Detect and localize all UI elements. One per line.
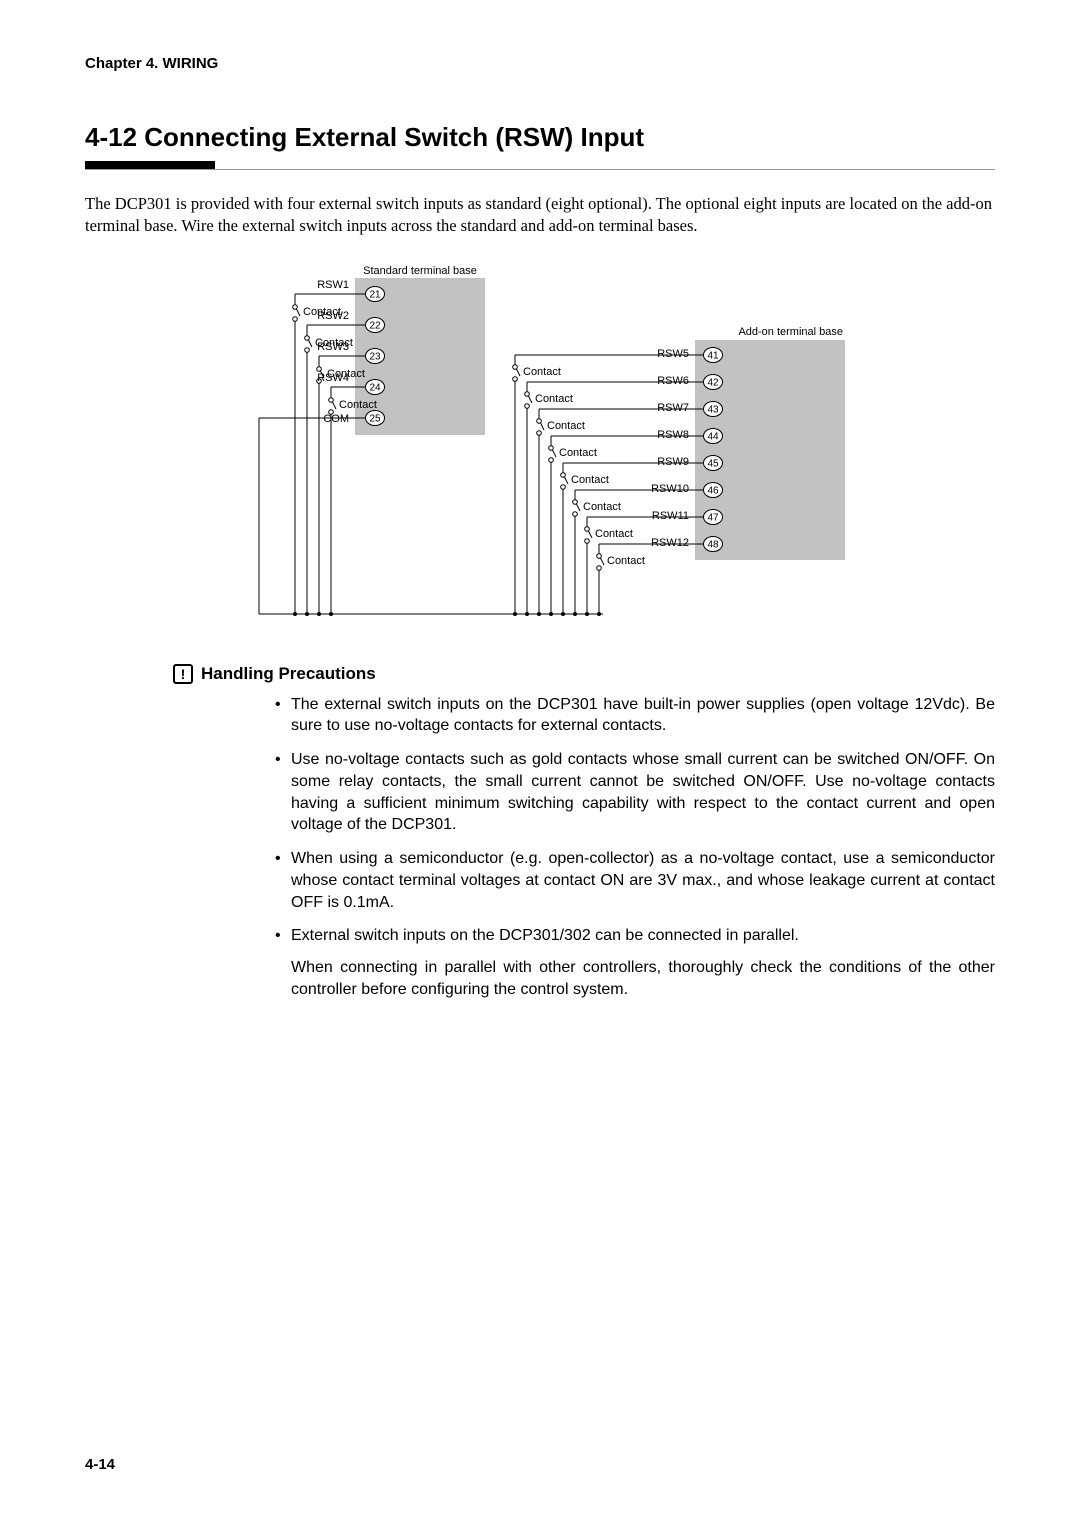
- svg-text:RSW9: RSW9: [657, 456, 689, 468]
- svg-text:Contact: Contact: [327, 368, 365, 380]
- precautions-heading: ! Handling Precautions: [173, 664, 995, 684]
- svg-text:RSW11: RSW11: [652, 510, 689, 522]
- svg-text:42: 42: [707, 377, 719, 388]
- svg-text:RSW12: RSW12: [651, 537, 689, 549]
- chapter-header: Chapter 4. WIRING: [85, 55, 995, 72]
- svg-text:Contact: Contact: [315, 337, 353, 349]
- svg-text:Contact: Contact: [535, 393, 573, 405]
- svg-text:COM: COM: [323, 413, 349, 425]
- svg-text:Contact: Contact: [583, 501, 621, 513]
- svg-text:Contact: Contact: [559, 447, 597, 459]
- svg-text:Contact: Contact: [571, 474, 609, 486]
- precaution-item-text: External switch inputs on the DCP301/302…: [291, 927, 799, 944]
- svg-text:46: 46: [707, 485, 719, 496]
- svg-text:Contact: Contact: [607, 555, 645, 567]
- svg-text:45: 45: [707, 458, 719, 469]
- svg-text:RSW6: RSW6: [657, 375, 689, 387]
- precaution-followup: When connecting in parallel with other c…: [291, 957, 995, 1001]
- svg-text:Contact: Contact: [523, 366, 561, 378]
- svg-text:Contact: Contact: [547, 420, 585, 432]
- svg-text:RSW7: RSW7: [657, 402, 689, 414]
- section-title: 4-12 Connecting External Switch (RSW) In…: [85, 122, 995, 153]
- precaution-item: When using a semiconductor (e.g. open-co…: [275, 848, 995, 913]
- svg-text:44: 44: [707, 431, 719, 442]
- precaution-item: Use no-voltage contacts such as gold con…: [275, 749, 995, 836]
- title-rule: [85, 161, 995, 171]
- svg-text:Add-on terminal base: Add-on terminal base: [738, 326, 843, 338]
- svg-text:Contact: Contact: [595, 528, 633, 540]
- svg-text:23: 23: [369, 351, 381, 362]
- svg-text:24: 24: [369, 382, 381, 393]
- svg-text:47: 47: [707, 512, 719, 523]
- svg-text:RSW10: RSW10: [651, 483, 689, 495]
- svg-text:Contact: Contact: [339, 399, 377, 411]
- precautions-list: The external switch inputs on the DCP301…: [275, 694, 995, 1001]
- precaution-item: The external switch inputs on the DCP301…: [275, 694, 995, 738]
- wiring-diagram: Standard terminal base21RSW122RSW223RSW3…: [255, 264, 845, 624]
- svg-text:48: 48: [707, 539, 719, 550]
- svg-text:43: 43: [707, 404, 719, 415]
- svg-text:RSW8: RSW8: [657, 429, 689, 441]
- svg-text:41: 41: [707, 350, 719, 361]
- precautions-heading-text: Handling Precautions: [201, 664, 376, 684]
- precaution-item: External switch inputs on the DCP301/302…: [275, 925, 995, 1000]
- svg-text:Contact: Contact: [303, 306, 341, 318]
- intro-paragraph: The DCP301 is provided with four externa…: [85, 193, 995, 238]
- svg-text:RSW1: RSW1: [317, 279, 349, 291]
- svg-text:21: 21: [369, 289, 381, 300]
- svg-text:25: 25: [369, 413, 381, 424]
- page-number: 4-14: [85, 1456, 115, 1473]
- svg-text:22: 22: [369, 320, 381, 331]
- caution-icon: !: [173, 664, 193, 684]
- svg-text:RSW5: RSW5: [657, 348, 689, 360]
- svg-text:Standard terminal base: Standard terminal base: [363, 265, 477, 277]
